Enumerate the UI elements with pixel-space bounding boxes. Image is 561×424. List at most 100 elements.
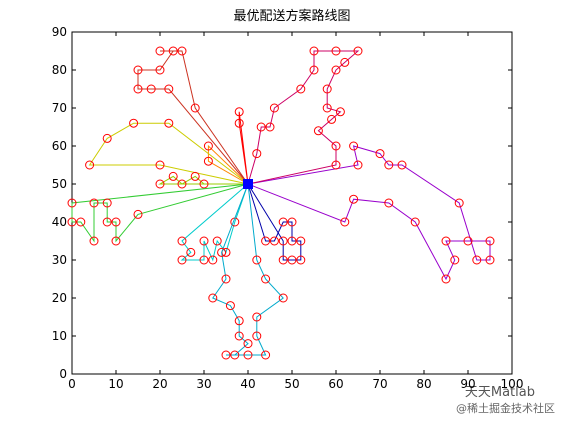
customer-point	[234, 118, 244, 128]
customer-point	[164, 84, 174, 94]
customer-point	[133, 209, 143, 219]
customer-point	[199, 255, 209, 265]
customer-point	[111, 236, 121, 246]
y-tick-label: 60	[52, 139, 67, 153]
customer-point	[199, 179, 209, 189]
customer-point	[340, 217, 350, 227]
customer-point	[261, 274, 271, 284]
customer-point	[340, 57, 350, 67]
customer-point	[177, 255, 187, 265]
customer-point	[322, 84, 332, 94]
x-tick-label: 70	[372, 377, 387, 391]
customer-point	[164, 118, 174, 128]
route-line	[247, 50, 360, 185]
customer-point	[278, 293, 288, 303]
customer-point	[335, 107, 345, 117]
y-tick-label: 50	[52, 177, 67, 191]
customer-point	[155, 46, 165, 56]
route-line	[158, 175, 248, 185]
depot	[243, 179, 253, 189]
customer-point	[278, 236, 288, 246]
customer-point	[243, 339, 253, 349]
customer-point	[485, 236, 495, 246]
customer-point	[221, 274, 231, 284]
y-tick-label: 80	[52, 63, 67, 77]
customer-point	[278, 217, 288, 227]
customer-point	[454, 198, 464, 208]
customer-point	[331, 46, 341, 56]
customer-point	[353, 160, 363, 170]
y-tick-label: 40	[52, 215, 67, 229]
customer-point	[102, 217, 112, 227]
customer-point	[102, 133, 112, 143]
customer-point	[217, 247, 227, 257]
customer-point	[252, 312, 262, 322]
x-tick-label: 0	[68, 377, 76, 391]
customer-point	[327, 114, 337, 124]
customer-point	[331, 141, 341, 151]
customer-point	[287, 255, 297, 265]
customer-point	[261, 236, 271, 246]
customer-point	[168, 46, 178, 56]
customer-point	[212, 236, 222, 246]
customer-point	[85, 160, 95, 170]
customer-point	[67, 217, 77, 227]
customer-point	[278, 255, 288, 265]
customer-point	[287, 236, 297, 246]
customer-point	[177, 46, 187, 56]
route-line	[137, 50, 249, 185]
y-tick-label: 20	[52, 291, 67, 305]
customer-point	[313, 126, 323, 136]
customer-point	[155, 65, 165, 75]
y-tick-label: 30	[52, 253, 67, 267]
customer-point	[177, 236, 187, 246]
customer-point	[208, 293, 218, 303]
customer-point	[296, 84, 306, 94]
route-line	[180, 183, 249, 262]
customer-point	[331, 160, 341, 170]
customer-point	[177, 179, 187, 189]
customer-point	[208, 255, 218, 265]
customer-point	[190, 171, 200, 181]
customer-point	[67, 198, 77, 208]
customer-point	[322, 103, 332, 113]
customer-point	[331, 65, 341, 75]
customer-point	[252, 255, 262, 265]
customer-point	[287, 217, 297, 227]
customer-point	[89, 236, 99, 246]
route-line	[88, 122, 249, 185]
x-tick-label: 60	[328, 377, 343, 391]
customer-point	[129, 118, 139, 128]
customer-point	[203, 156, 213, 166]
customer-point	[349, 194, 359, 204]
x-tick-label: 50	[284, 377, 299, 391]
customer-point	[221, 350, 231, 360]
customer-point	[441, 274, 451, 284]
y-tick-label: 70	[52, 101, 67, 115]
route-line	[247, 145, 491, 281]
y-tick-label: 90	[52, 25, 67, 39]
customer-point	[309, 65, 319, 75]
customer-point	[230, 350, 240, 360]
customer-point	[375, 149, 385, 159]
customer-point	[410, 217, 420, 227]
customer-point	[261, 350, 271, 360]
customer-point	[349, 141, 359, 151]
customer-point	[485, 255, 495, 265]
customer-point	[133, 84, 143, 94]
x-tick-label: 100	[501, 377, 524, 391]
customer-point	[76, 217, 86, 227]
customer-point	[309, 46, 319, 56]
route-line	[238, 111, 249, 185]
customer-point	[472, 255, 482, 265]
customer-point	[234, 107, 244, 117]
customer-point	[397, 160, 407, 170]
customer-point	[146, 84, 156, 94]
customer-point	[133, 65, 143, 75]
x-tick-label: 40	[240, 377, 255, 391]
watermark-source: @稀土掘金技术社区	[456, 401, 555, 415]
customer-point	[384, 160, 394, 170]
customer-point	[234, 316, 244, 326]
